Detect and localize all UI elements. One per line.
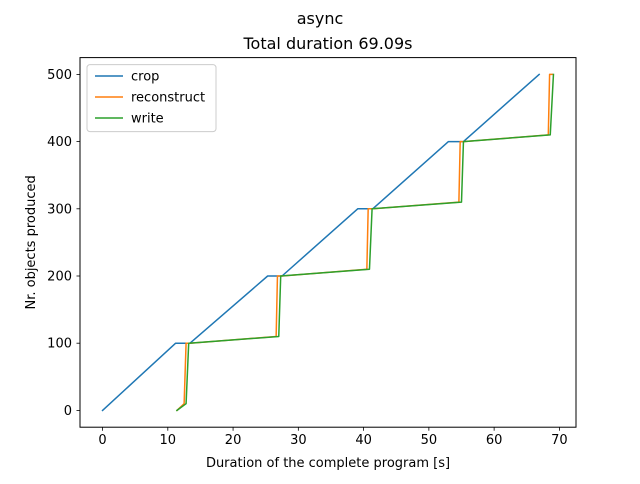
- series-line-write: [175, 73, 555, 412]
- y-tick-label: 100: [47, 337, 72, 352]
- x-axis-label: Duration of the complete program [s]: [206, 456, 450, 471]
- figure-suptitle: async: [297, 9, 344, 28]
- y-tick-label: 300: [47, 202, 72, 217]
- x-tick-label: 50: [421, 433, 438, 448]
- axes-title: Total duration 69.09s: [242, 34, 412, 53]
- y-tick-label: 0: [64, 404, 72, 419]
- y-tick-label: 400: [47, 135, 72, 150]
- y-axis-ticks: 0 100 200 300 400 500: [47, 68, 80, 419]
- x-axis-ticks: 0 10 20 30 40 50 60 70: [98, 427, 568, 448]
- legend-label-write: write: [131, 112, 164, 127]
- legend-frame: [86, 64, 217, 133]
- legend-label-reconstruct: reconstruct: [131, 91, 205, 106]
- plot-lines: [101, 73, 555, 412]
- legend: crop reconstruct write: [86, 64, 217, 133]
- x-tick-label: 70: [551, 433, 568, 448]
- x-tick-label: 30: [290, 433, 307, 448]
- x-tick-label: 10: [160, 433, 177, 448]
- x-tick-label: 60: [486, 433, 503, 448]
- axes-frame: [79, 57, 577, 428]
- y-axis-label: Nr. objects produced: [24, 175, 39, 309]
- x-tick-label: 20: [225, 433, 242, 448]
- y-tick-label: 200: [47, 270, 72, 285]
- x-tick-label: 0: [98, 433, 106, 448]
- y-tick-label: 500: [47, 68, 72, 83]
- legend-label-crop: crop: [131, 70, 159, 85]
- x-tick-label: 40: [355, 433, 372, 448]
- series-line-crop: [101, 73, 541, 412]
